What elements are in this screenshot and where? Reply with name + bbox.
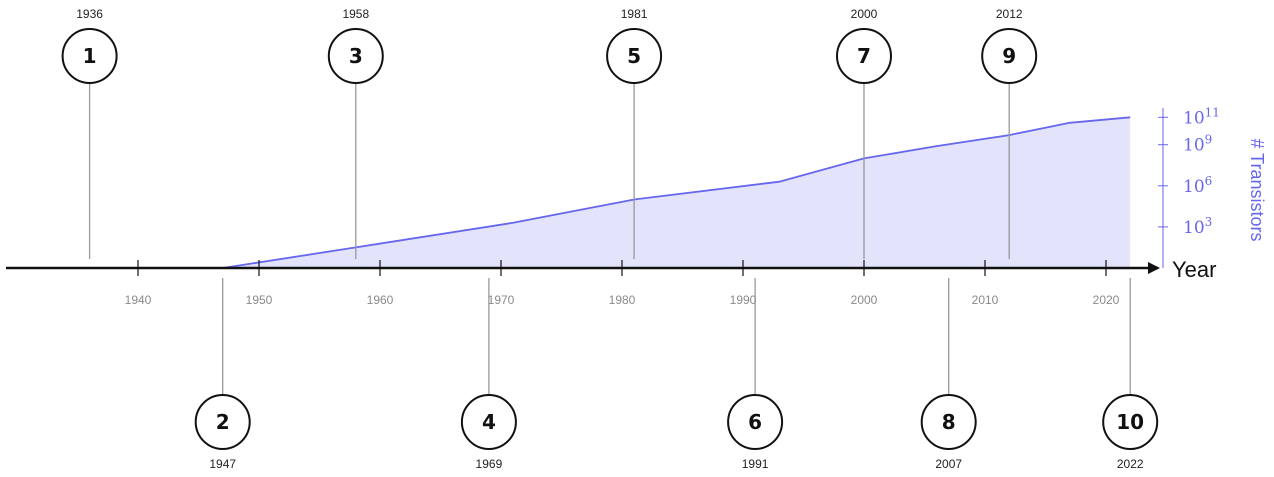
x-tick-label: 2020	[1093, 293, 1120, 307]
marker-circle	[460, 394, 517, 450]
x-tick-label: 2010	[972, 293, 999, 307]
axes-layer: 103 106 109 1011 # Transistors 1940 1950 1960 19…	[6, 105, 1267, 307]
marker-circle	[1102, 394, 1159, 450]
marker-number: 4	[482, 410, 496, 434]
marker-circle	[727, 394, 784, 450]
series-area	[222, 117, 1131, 268]
marker-number: 2	[216, 410, 230, 434]
y-tick-label: 109	[1183, 133, 1212, 156]
marker-number: 7	[857, 44, 871, 68]
x-tick-label: 1970	[488, 293, 515, 307]
marker-circle	[606, 28, 663, 84]
marker-number: 5	[627, 44, 641, 68]
area-layer	[222, 116, 1131, 269]
x-axis-title: Year	[1172, 257, 1216, 282]
x-tick-label: 1940	[125, 293, 152, 307]
marker-year-label: 2000	[851, 7, 878, 21]
x-tick-label: 1980	[609, 293, 636, 307]
marker-number: 10	[1116, 410, 1144, 434]
marker-year-label: 1969	[476, 457, 503, 471]
connector-layer	[88, 83, 1131, 395]
marker-number: 3	[349, 44, 363, 68]
marker-year-label: 1958	[342, 7, 369, 21]
marker-circle	[981, 28, 1038, 84]
marker-year-label: 1981	[621, 7, 648, 21]
x-tick-label: 1990	[730, 293, 757, 307]
marker-number: 6	[748, 410, 762, 434]
marker-year-label: 2022	[1117, 457, 1144, 471]
marker-year-label: 2012	[996, 7, 1023, 21]
marker-circle	[61, 28, 118, 84]
y-tick-label: 106	[1183, 174, 1212, 197]
marker-year-label: 1991	[742, 457, 769, 471]
y-tick-label: 103	[1183, 215, 1212, 238]
marker-layer: 1 1936 2 1947 3 1958 4 1969 5 1981 6 1991 7 2000 8 2007…	[61, 7, 1159, 471]
x-tick-label: 2000	[851, 293, 878, 307]
marker-number: 8	[942, 410, 956, 434]
y-axis-title: # Transistors	[1247, 138, 1267, 241]
marker-circle	[836, 28, 892, 84]
marker-circle	[327, 28, 384, 84]
x-tick-label: 1950	[246, 293, 273, 307]
marker-year-label: 1936	[76, 7, 103, 21]
x-tick-label: 1960	[367, 293, 394, 307]
marker-number: 1	[83, 44, 97, 68]
marker-year-label: 2007	[935, 457, 962, 471]
y-tick-label: 1011	[1183, 105, 1220, 128]
marker-circle	[920, 394, 977, 450]
marker-number: 9	[1002, 44, 1016, 68]
marker-year-label: 1947	[209, 457, 236, 471]
series-line	[222, 116, 1131, 269]
marker-circle	[194, 394, 251, 450]
